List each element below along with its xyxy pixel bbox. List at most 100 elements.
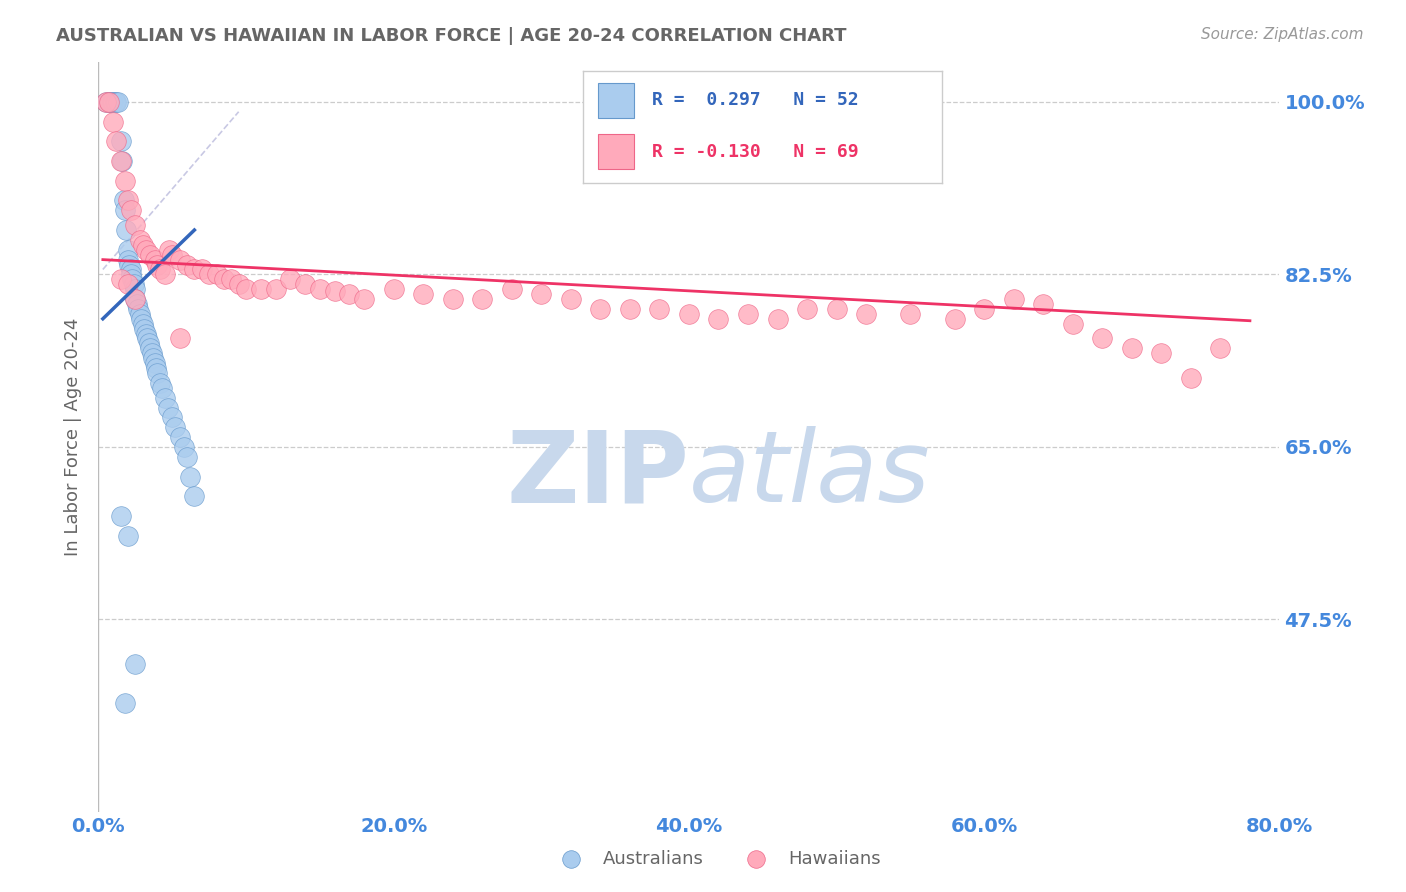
Point (129, 311, 152, 326)
Point (825, 301, 848, 316)
Point (143, 252, 166, 267)
Point (1062, 317, 1084, 331)
Point (127, 301, 149, 316)
Point (1150, 346, 1173, 360)
Point (176, 450, 198, 464)
Point (1032, 297, 1054, 311)
Point (309, 282, 332, 296)
Point (619, 301, 641, 316)
Point (122, 277, 145, 292)
Point (146, 366, 169, 380)
Point (280, 272, 302, 286)
Point (501, 282, 523, 296)
Point (114, 696, 136, 710)
Text: atlas: atlas (689, 426, 931, 523)
Point (1002, 292, 1025, 306)
Point (110, 272, 132, 286)
Point (745, 851, 768, 865)
Point (132, 317, 155, 331)
Text: ZIP: ZIP (506, 426, 689, 523)
Point (173, 440, 195, 454)
Point (124, 292, 146, 306)
Point (412, 287, 434, 301)
Point (169, 430, 191, 444)
Point (114, 203, 136, 218)
Point (135, 326, 157, 341)
Point (117, 277, 139, 292)
Point (900, 307, 922, 321)
Point (120, 203, 142, 218)
Bar (598, 134, 634, 169)
Point (149, 376, 172, 390)
Point (162, 248, 183, 262)
Point (973, 301, 995, 316)
Point (105, 95, 128, 109)
Text: AUSTRALIAN VS HAWAIIAN IN LABOR FORCE | AGE 20-24 CORRELATION CHART: AUSTRALIAN VS HAWAIIAN IN LABOR FORCE | … (56, 27, 846, 45)
Point (146, 258, 169, 272)
Text: R = -0.130   N = 69: R = -0.130 N = 69 (651, 143, 858, 161)
Point (250, 282, 273, 296)
Point (1209, 342, 1232, 356)
Point (382, 282, 405, 296)
Point (191, 262, 214, 277)
Text: Australians: Australians (603, 849, 704, 868)
Point (212, 272, 235, 286)
Point (339, 287, 361, 301)
Point (153, 268, 176, 282)
Point (471, 292, 494, 306)
Point (125, 297, 148, 311)
Point (1121, 342, 1143, 356)
Point (150, 381, 173, 395)
Point (235, 282, 257, 296)
Point (441, 292, 464, 306)
Point (855, 307, 877, 321)
Point (117, 194, 139, 208)
Point (124, 292, 146, 306)
Point (560, 851, 582, 865)
Point (1180, 371, 1202, 385)
Point (162, 410, 183, 425)
Point (134, 321, 156, 335)
Point (353, 292, 375, 306)
Point (105, 134, 128, 148)
Text: R =  0.297   N = 52: R = 0.297 N = 52 (651, 91, 858, 110)
Point (648, 301, 671, 316)
Point (228, 277, 250, 292)
Point (169, 331, 191, 345)
Point (117, 529, 139, 543)
Point (142, 351, 165, 366)
Point (138, 336, 160, 351)
Point (176, 258, 198, 272)
Point (120, 262, 142, 277)
Point (110, 134, 132, 148)
Point (294, 277, 316, 292)
Bar (598, 83, 634, 119)
Point (323, 284, 346, 298)
Point (221, 272, 243, 286)
Point (103, 114, 125, 128)
Text: Source: ZipAtlas.com: Source: ZipAtlas.com (1201, 27, 1364, 42)
Point (157, 243, 180, 257)
Text: Hawaiians: Hawaiians (787, 849, 880, 868)
Point (128, 233, 150, 247)
Point (103, 95, 125, 109)
Y-axis label: In Labor Force | Age 20-24: In Labor Force | Age 20-24 (63, 318, 82, 557)
Point (132, 237, 155, 252)
Point (165, 420, 187, 434)
Point (97, 95, 120, 109)
Point (589, 301, 612, 316)
Point (145, 361, 167, 376)
Point (117, 252, 139, 267)
Point (737, 307, 759, 321)
Point (100, 95, 122, 109)
Point (98, 95, 121, 109)
Point (766, 311, 789, 326)
Point (198, 268, 221, 282)
Point (104, 95, 127, 109)
Point (135, 243, 157, 257)
Point (156, 401, 179, 415)
Point (943, 311, 966, 326)
Point (183, 262, 205, 277)
Point (128, 307, 150, 321)
Point (112, 194, 135, 208)
